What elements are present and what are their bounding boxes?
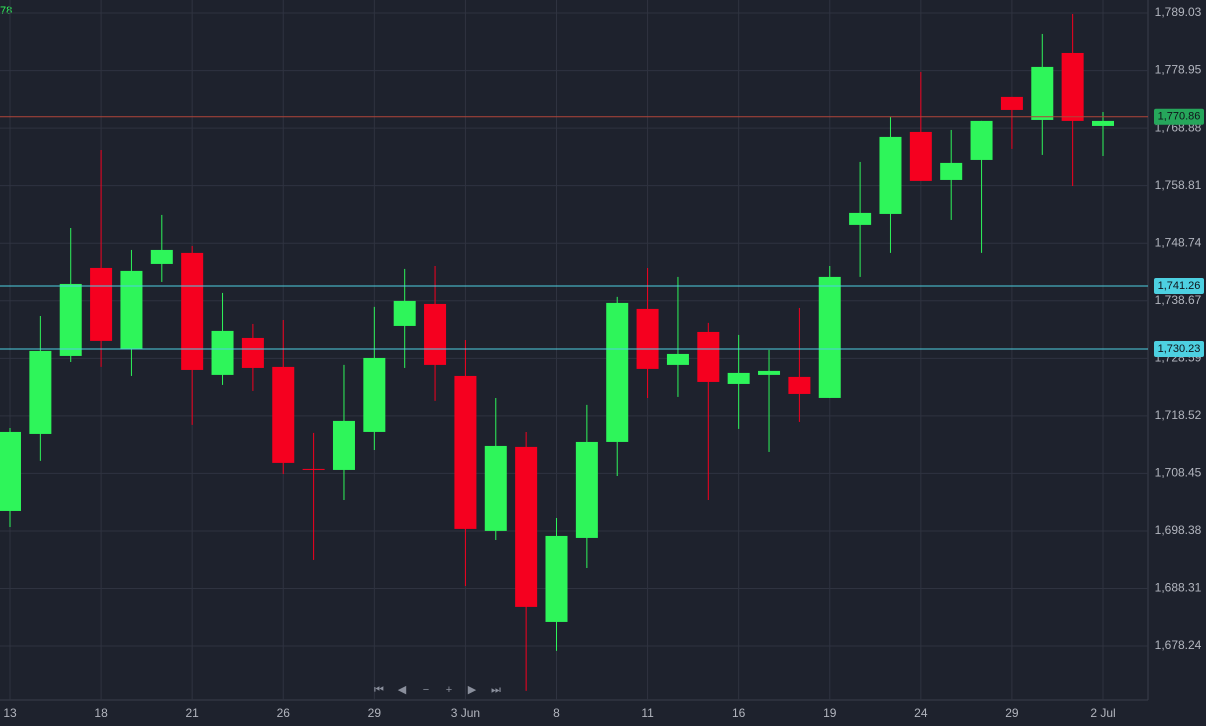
candle-body (666, 353, 689, 365)
x-tick-label: 21 (185, 706, 199, 720)
x-tick-label: 29 (1005, 706, 1019, 720)
candle-body (1092, 120, 1114, 126)
candle-body (120, 270, 143, 349)
nav-first[interactable]: ⏮ (374, 684, 384, 696)
candle-body (181, 252, 204, 370)
price-label: 1,730.23 (1158, 343, 1201, 355)
price-label-bg (1154, 277, 1204, 294)
candle-body (90, 267, 113, 341)
candle-body (727, 372, 750, 384)
candle-body (272, 366, 295, 463)
x-tick-label: 29 (368, 706, 382, 720)
x-tick-label: 16 (732, 706, 746, 720)
candle-body (758, 370, 781, 375)
x-tick-label: 26 (277, 706, 291, 720)
x-tick-label: 13 (3, 706, 17, 720)
y-tick-label: 1,698.38 (1155, 523, 1202, 537)
candle-body (424, 303, 447, 365)
y-tick-label: 1,718.52 (1155, 408, 1202, 422)
candle-body (636, 308, 659, 369)
candle-body (332, 420, 355, 470)
candle-body (454, 375, 477, 529)
x-tick-label: 3 Jun (451, 706, 480, 720)
candle-body (879, 136, 902, 214)
candle-body (788, 376, 811, 394)
candle-body (697, 331, 720, 382)
x-tick-label: 11 (641, 706, 654, 720)
price-label: 1,741.26 (1158, 280, 1201, 292)
candle-body (575, 441, 598, 538)
price-label: 1,770.86 (1158, 111, 1201, 123)
candle-body (1000, 96, 1023, 110)
candle-body (909, 131, 932, 181)
candle-body (59, 283, 82, 356)
candle-body (849, 212, 872, 225)
x-tick-label: 8 (553, 706, 560, 720)
candle-body (211, 330, 234, 375)
x-tick-label: 24 (914, 706, 928, 720)
candle-body (545, 535, 568, 622)
nav-forward[interactable]: ▶ (468, 684, 477, 696)
nav-last[interactable]: ⏭ (491, 684, 501, 696)
candle-body (393, 300, 416, 326)
candle-body (0, 431, 21, 511)
y-tick-label: 1,738.67 (1155, 293, 1202, 307)
candle-body (940, 162, 963, 180)
corner-label: 78 (0, 5, 12, 17)
candle-body (363, 357, 386, 432)
nav-zoom-out[interactable]: − (423, 684, 429, 696)
price-label-bg (1154, 108, 1204, 125)
candle-body (1031, 66, 1054, 120)
y-tick-label: 1,778.95 (1155, 63, 1202, 77)
y-tick-label: 1,758.81 (1155, 178, 1202, 192)
y-tick-label: 1,688.31 (1155, 581, 1202, 595)
y-tick-label: 1,708.45 (1155, 466, 1202, 480)
price-label-bg (1154, 340, 1204, 357)
candle-body (150, 249, 173, 264)
x-tick-label: 18 (94, 706, 108, 720)
candle-body (241, 337, 264, 368)
candle-body (1061, 52, 1084, 121)
nav-back[interactable]: ◀ (398, 684, 407, 696)
candle-body (818, 276, 841, 398)
y-tick-label: 1,789.03 (1155, 5, 1202, 19)
y-tick-label: 1,748.74 (1155, 235, 1202, 249)
candle-body (484, 445, 507, 531)
x-tick-label: 2 Jul (1090, 706, 1115, 720)
candle-body (970, 120, 993, 160)
candle-body (302, 468, 325, 470)
candle-body (29, 350, 52, 434)
nav-zoom-in[interactable]: + (446, 684, 452, 696)
x-tick-label: 19 (823, 706, 837, 720)
candle-body (606, 302, 629, 442)
candle-body (515, 446, 538, 607)
navigation: ⏮ ◀ − + ▶ ⏭ (374, 684, 501, 696)
y-tick-label: 1,678.24 (1155, 638, 1202, 652)
